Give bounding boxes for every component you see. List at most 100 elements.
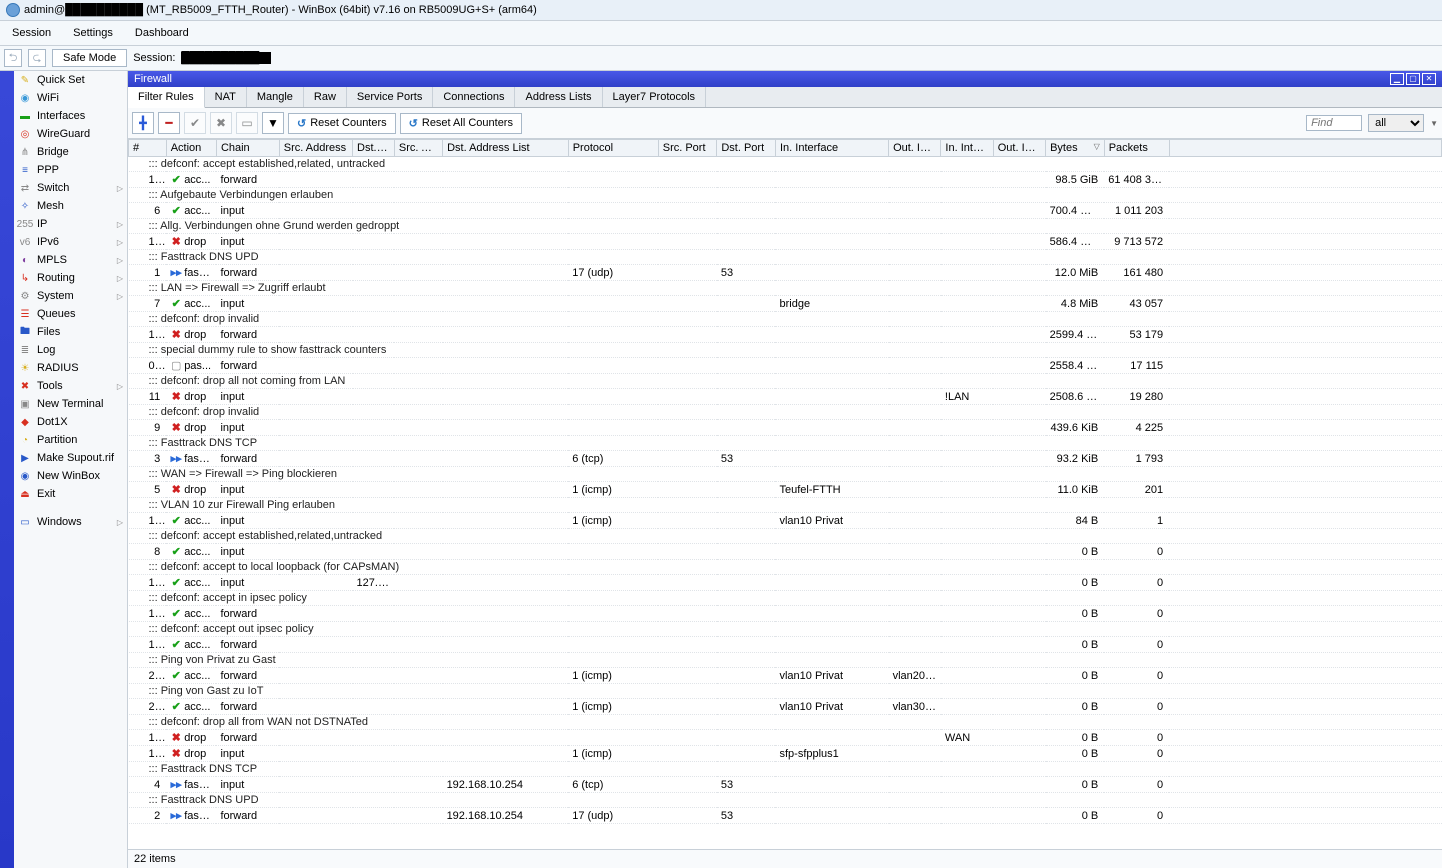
comment-row[interactable]: ::: VLAN 10 zur Firewall Ping erlauben bbox=[129, 498, 1442, 513]
tab-service-ports[interactable]: Service Ports bbox=[347, 87, 433, 107]
tab-mangle[interactable]: Mangle bbox=[247, 87, 304, 107]
safe-mode-button[interactable]: Safe Mode bbox=[52, 49, 127, 67]
rule-row[interactable]: 15✖dropinput586.4 MiB9 713 572 bbox=[129, 234, 1442, 250]
menu-settings[interactable]: Settings bbox=[63, 25, 123, 41]
sidebar-item-dot1x[interactable]: ◆Dot1X bbox=[14, 413, 127, 431]
rule-row[interactable]: 10✔acc...input127.0...0 B0 bbox=[129, 575, 1442, 591]
rule-row[interactable]: 6✔acc...input700.4 MiB1 011 203 bbox=[129, 203, 1442, 219]
col-header[interactable]: Out. Int... bbox=[889, 140, 941, 157]
rule-row[interactable]: 2▸▸fastt...forward192.168.10.25417 (udp)… bbox=[129, 808, 1442, 824]
rule-row[interactable]: 5✖dropinput1 (icmp)Teufel-FTTH11.0 KiB20… bbox=[129, 482, 1442, 498]
window-max-icon[interactable]: ▢ bbox=[1406, 73, 1420, 85]
sidebar-item-ipv6[interactable]: v6IPv6▷ bbox=[14, 233, 127, 251]
back-button[interactable]: ⮌ bbox=[4, 49, 22, 67]
comment-row[interactable]: ::: defconf: drop invalid bbox=[129, 405, 1442, 420]
menu-dashboard[interactable]: Dashboard bbox=[125, 25, 199, 41]
comment-row[interactable]: ::: defconf: accept established,related,… bbox=[129, 157, 1442, 172]
col-header[interactable] bbox=[1169, 140, 1441, 157]
rule-row[interactable]: 14✔acc...forward98.5 GiB61 408 314 bbox=[129, 172, 1442, 188]
enable-button[interactable]: ✔ bbox=[184, 112, 206, 134]
comment-row[interactable]: ::: Allg. Verbindungen ohne Grund werden… bbox=[129, 219, 1442, 234]
filter-select[interactable]: all bbox=[1368, 114, 1424, 132]
sidebar-item-partition[interactable]: ◔Partition bbox=[14, 431, 127, 449]
sidebar-item-wifi[interactable]: ◉WiFi bbox=[14, 89, 127, 107]
rule-row[interactable]: 7✔acc...inputbridge4.8 MiB43 057 bbox=[129, 296, 1442, 312]
comment-row[interactable]: ::: Fasttrack DNS UPD bbox=[129, 250, 1442, 265]
comment-row[interactable]: ::: defconf: accept in ipsec policy bbox=[129, 591, 1442, 606]
rule-row[interactable]: 19✔acc...input1 (icmp)vlan10 Privat84 B1 bbox=[129, 513, 1442, 529]
col-header[interactable]: Src. Port bbox=[658, 140, 717, 157]
disable-button[interactable]: ✖ bbox=[210, 112, 232, 134]
forward-button[interactable]: ⮎ bbox=[28, 49, 46, 67]
col-header[interactable]: Out. Int... bbox=[993, 140, 1045, 157]
window-min-icon[interactable]: ▁ bbox=[1390, 73, 1404, 85]
sidebar-item-ip[interactable]: 255IP▷ bbox=[14, 215, 127, 233]
comment-row[interactable]: ::: defconf: drop all from WAN not DSTNA… bbox=[129, 715, 1442, 730]
find-input[interactable] bbox=[1306, 115, 1362, 131]
comment-row[interactable]: ::: defconf: accept to local loopback (f… bbox=[129, 560, 1442, 575]
rule-row[interactable]: 21✔acc...forward1 (icmp)vlan10 Privatvla… bbox=[129, 699, 1442, 715]
rule-row[interactable]: 8✔acc...input0 B0 bbox=[129, 544, 1442, 560]
comment-row[interactable]: ::: Aufgebaute Verbindungen erlauben bbox=[129, 188, 1442, 203]
sidebar-item-bridge[interactable]: ⋔Bridge bbox=[14, 143, 127, 161]
col-header[interactable]: Bytes▽ bbox=[1046, 140, 1105, 157]
col-header[interactable]: In. Inter... bbox=[941, 140, 993, 157]
sidebar-item-radius[interactable]: ☀RADIUS bbox=[14, 359, 127, 377]
col-header[interactable]: Chain bbox=[216, 140, 279, 157]
tab-filter-rules[interactable]: Filter Rules bbox=[128, 87, 205, 108]
rule-row[interactable]: 13✔acc...forward0 B0 bbox=[129, 637, 1442, 653]
comment-row[interactable]: ::: Fasttrack DNS TCP bbox=[129, 762, 1442, 777]
sidebar-item-switch[interactable]: ⇄Switch▷ bbox=[14, 179, 127, 197]
sidebar-item-new-terminal[interactable]: ▣New Terminal bbox=[14, 395, 127, 413]
window-titlebar[interactable]: Firewall ▁ ▢ ✕ bbox=[128, 71, 1442, 87]
rule-row[interactable]: 9✖dropinput439.6 KiB4 225 bbox=[129, 420, 1442, 436]
sidebar-item-interfaces[interactable]: ▬Interfaces bbox=[14, 107, 127, 125]
rule-row[interactable]: 16✖dropforward2599.4 KiB53 179 bbox=[129, 327, 1442, 343]
reset-all-counters-button[interactable]: ↺Reset All Counters bbox=[400, 113, 522, 134]
comment-row[interactable]: ::: Ping von Privat zu Gast bbox=[129, 653, 1442, 668]
rule-row[interactable]: 1▸▸fastt...forward17 (udp)5312.0 MiB161 … bbox=[129, 265, 1442, 281]
col-header[interactable]: Dst. Address List bbox=[443, 140, 569, 157]
window-close-icon[interactable]: ✕ bbox=[1422, 73, 1436, 85]
col-header[interactable]: In. Interface bbox=[775, 140, 888, 157]
sidebar-item-log[interactable]: ≣Log bbox=[14, 341, 127, 359]
comment-row[interactable]: ::: Ping von Gast zu IoT bbox=[129, 684, 1442, 699]
sidebar-item-queues[interactable]: ☰Queues bbox=[14, 305, 127, 323]
col-header[interactable]: Dst. A... bbox=[353, 140, 395, 157]
comment-row[interactable]: ::: Fasttrack DNS TCP bbox=[129, 436, 1442, 451]
tab-connections[interactable]: Connections bbox=[433, 87, 515, 107]
sidebar-item-files[interactable]: 🖿Files bbox=[14, 323, 127, 341]
sidebar-item-mesh[interactable]: ✧Mesh bbox=[14, 197, 127, 215]
tab-address-lists[interactable]: Address Lists bbox=[515, 87, 602, 107]
col-header[interactable]: Action bbox=[166, 140, 216, 157]
sidebar-item-routing[interactable]: ↳Routing▷ bbox=[14, 269, 127, 287]
rule-row[interactable]: 4▸▸fastt...input192.168.10.2546 (tcp)530… bbox=[129, 777, 1442, 793]
sidebar-item-quick-set[interactable]: ✎Quick Set bbox=[14, 71, 127, 89]
rule-row[interactable]: 12✔acc...forward0 B0 bbox=[129, 606, 1442, 622]
comment-row[interactable]: ::: defconf: drop invalid bbox=[129, 312, 1442, 327]
sidebar-item-windows[interactable]: ▭Windows▷ bbox=[14, 513, 127, 531]
sidebar-item-wireguard[interactable]: ◎WireGuard bbox=[14, 125, 127, 143]
comment-row[interactable]: ::: defconf: drop all not coming from LA… bbox=[129, 374, 1442, 389]
menu-session[interactable]: Session bbox=[2, 25, 61, 41]
comment-row[interactable]: ::: WAN => Firewall => Ping blockieren bbox=[129, 467, 1442, 482]
table-scroll[interactable]: #ActionChainSrc. AddressDst. A...Src. Ad… bbox=[128, 139, 1442, 849]
reset-counters-button[interactable]: ↺Reset Counters bbox=[288, 113, 396, 134]
col-header[interactable]: Protocol bbox=[568, 140, 658, 157]
tab-raw[interactable]: Raw bbox=[304, 87, 347, 107]
sidebar-item-ppp[interactable]: ≡PPP bbox=[14, 161, 127, 179]
comment-row[interactable]: ::: defconf: accept established,related,… bbox=[129, 529, 1442, 544]
rule-row[interactable]: 20✔acc...forward1 (icmp)vlan10 Privatvla… bbox=[129, 668, 1442, 684]
col-header[interactable]: Src. Address bbox=[279, 140, 352, 157]
comment-button[interactable]: ▭ bbox=[236, 112, 258, 134]
col-header[interactable]: # bbox=[129, 140, 167, 157]
add-button[interactable]: ╋ bbox=[132, 112, 154, 134]
col-header[interactable]: Dst. Port bbox=[717, 140, 776, 157]
rule-row[interactable]: 18✖dropinput1 (icmp)sfp-sfpplus10 B0 bbox=[129, 746, 1442, 762]
rule-row[interactable]: 3▸▸fastt...forward6 (tcp)5393.2 KiB1 793 bbox=[129, 451, 1442, 467]
rule-row[interactable]: 17✖dropforwardWAN0 B0 bbox=[129, 730, 1442, 746]
sidebar-item-make-supout.rif[interactable]: ▶Make Supout.rif bbox=[14, 449, 127, 467]
sidebar-item-exit[interactable]: ⏏Exit bbox=[14, 485, 127, 503]
comment-row[interactable]: ::: Fasttrack DNS UPD bbox=[129, 793, 1442, 808]
rule-row[interactable]: 0 D▢pas...forward2558.4 KiB17 115 bbox=[129, 358, 1442, 374]
